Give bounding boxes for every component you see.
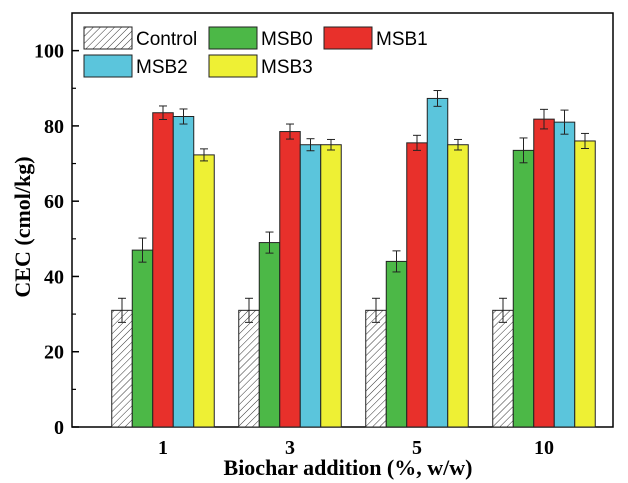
y-tick-label: 80	[44, 116, 64, 138]
legend-swatch	[83, 26, 133, 50]
bar	[365, 309, 387, 428]
legend-label: MSB1	[376, 29, 428, 50]
y-tick-label: 0	[54, 417, 64, 439]
legend-swatch	[83, 54, 133, 78]
x-tick-label: 1	[158, 437, 168, 459]
bar	[447, 144, 469, 428]
legend-label: Control	[136, 29, 197, 50]
legend-swatch	[208, 54, 258, 78]
bar	[553, 121, 576, 428]
bar	[193, 154, 215, 428]
legend-swatch	[208, 26, 258, 50]
bar	[131, 249, 154, 428]
plot-frame	[71, 12, 614, 428]
bar	[385, 260, 408, 428]
x-tick-label: 10	[534, 437, 554, 459]
bar	[574, 140, 596, 428]
bar	[172, 116, 195, 428]
bar	[238, 309, 260, 428]
bar	[279, 131, 301, 428]
y-axis-title: CEC (cmol/kg)	[10, 156, 35, 297]
bar	[152, 112, 174, 428]
legend-swatch	[323, 26, 373, 50]
bar	[111, 309, 133, 428]
bar	[426, 97, 449, 428]
bar	[406, 142, 428, 428]
x-tick-label: 3	[285, 437, 295, 459]
bar	[299, 144, 322, 428]
x-axis-title: Biochar addition (%, w/w)	[224, 455, 473, 480]
bar	[533, 118, 555, 428]
y-tick-label: 100	[34, 41, 64, 63]
bar	[258, 242, 281, 428]
legend-label: MSB3	[261, 57, 313, 78]
bar	[492, 309, 514, 428]
x-tick-label: 5	[412, 437, 422, 459]
y-tick-label: 20	[44, 342, 64, 364]
plot-area: 0 20 40 60 80 100 1 3 5 10 Control MSB0 MSB1 MSB2 MSB3	[34, 12, 614, 459]
bar	[320, 144, 342, 428]
y-tick-label: 60	[44, 191, 64, 213]
y-tick-label: 40	[44, 266, 64, 288]
legend-label: MSB0	[261, 29, 313, 50]
legend-label: MSB2	[136, 57, 188, 78]
bar	[512, 149, 535, 428]
